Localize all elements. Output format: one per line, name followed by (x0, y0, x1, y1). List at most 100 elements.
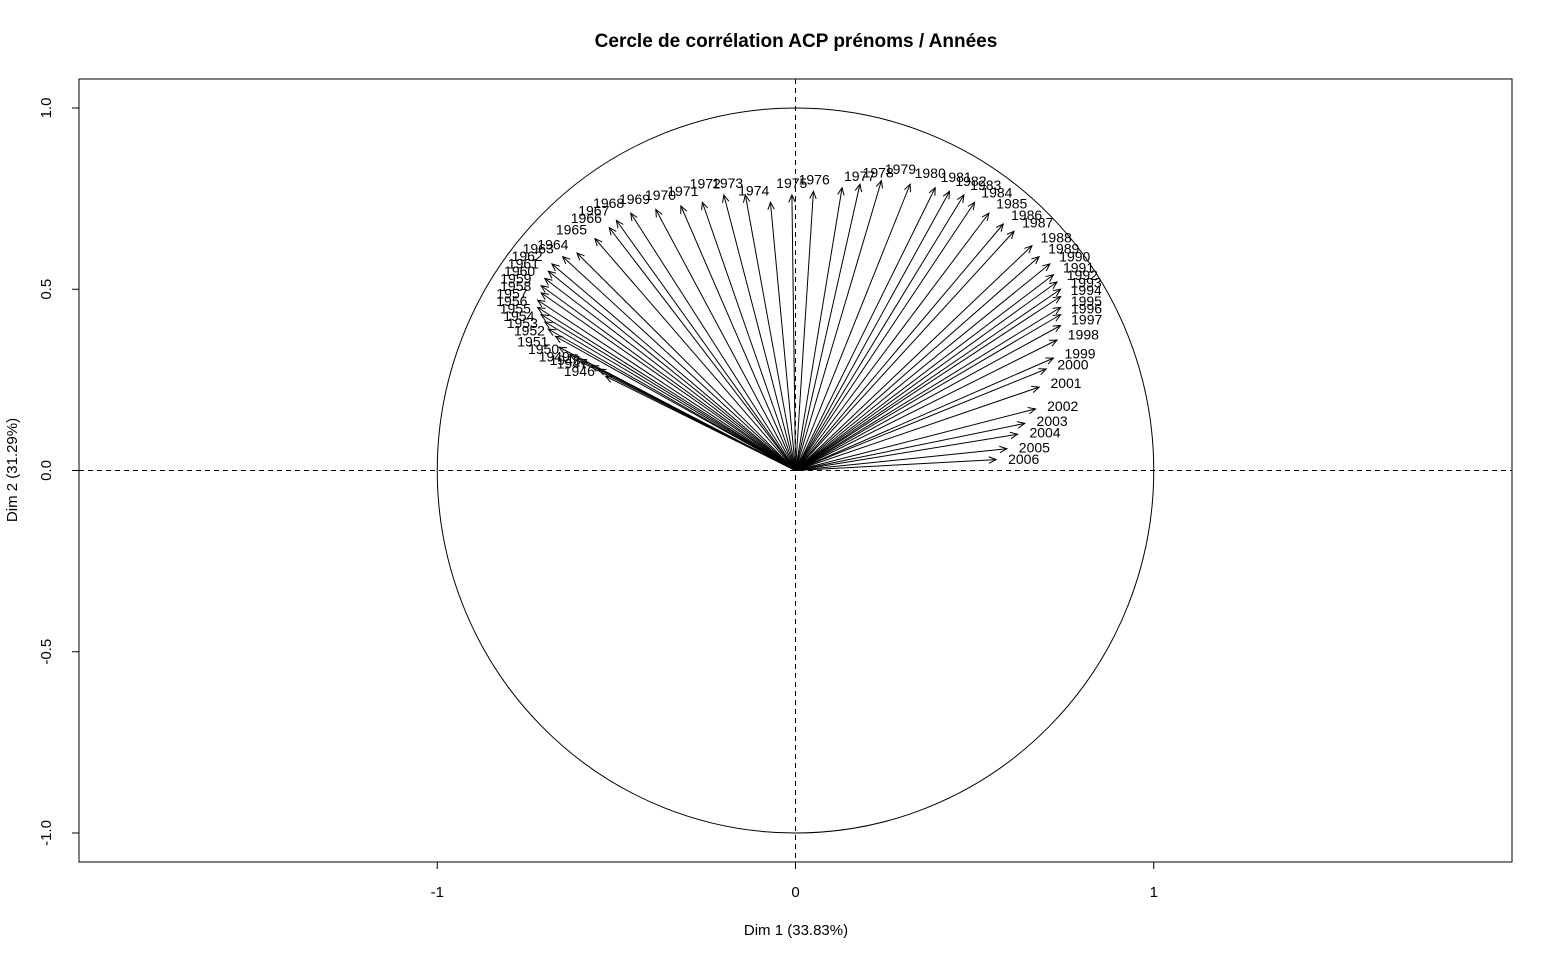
vector-shaft (795, 184, 861, 471)
vector-label-1965: 1965 (556, 221, 587, 237)
vector-arrowhead (1027, 407, 1037, 415)
vector-label-1963: 1963 (523, 241, 554, 257)
unit-circle (436, 107, 1155, 834)
vector-arrow-1962 (550, 263, 796, 471)
vector-shaft (795, 230, 1015, 471)
vector-arrowhead (1006, 230, 1015, 240)
vector-arrowhead (1024, 244, 1033, 254)
vector-label-1981: 1981 (941, 169, 972, 185)
vector-shaft (576, 252, 796, 471)
vector-shaft (795, 314, 1061, 471)
vector-arrowhead (608, 226, 617, 236)
vector-arrow-1961 (547, 270, 796, 471)
vector-arrowhead (579, 361, 589, 369)
vector-label-1995: 1995 (1071, 293, 1102, 309)
vector-arrowhead (554, 335, 564, 344)
vector-arrowhead (1052, 314, 1062, 322)
vector-shaft (795, 201, 976, 471)
vector-arrowhead (630, 212, 638, 222)
vector-label-1989: 1989 (1048, 241, 1079, 257)
vector-label-1982: 1982 (955, 173, 986, 189)
vector-arrow-1953 (547, 328, 796, 471)
vector-label-1979: 1979 (885, 161, 916, 177)
vector-arrow-1992 (795, 281, 1059, 471)
vector-label-1947: 1947 (557, 356, 588, 372)
vector-arrow-2001 (795, 385, 1041, 471)
vector-arrowhead (655, 208, 663, 218)
vector-label-1953: 1953 (507, 315, 538, 331)
vector-arrowhead (550, 263, 560, 272)
vector-label-1967: 1967 (578, 203, 609, 219)
vector-label-1950: 1950 (528, 341, 559, 357)
vector-shaft (608, 227, 796, 471)
vector-arrow-1958 (540, 292, 796, 471)
vector-label-1955: 1955 (500, 300, 531, 316)
x-tick-label: 1 (1150, 884, 1158, 901)
vector-arrow-1999 (795, 357, 1055, 471)
vector-arrowhead (742, 193, 751, 203)
y-axis-label: Dim 2 (31.29%) (4, 418, 21, 522)
vector-arrowhead (540, 284, 550, 293)
vector-arrow-1973 (742, 193, 796, 471)
vector-arrow-1970 (680, 204, 796, 471)
vector-label-2006: 2006 (1008, 451, 1039, 467)
vector-label-1978: 1978 (863, 164, 894, 180)
vector-arrow-1981 (795, 186, 936, 471)
vector-shaft (795, 223, 1004, 471)
vector-arrow-1951 (557, 346, 796, 471)
vector-arrow-1968 (630, 212, 796, 471)
vector-shaft (795, 183, 911, 471)
vector-shaft (551, 263, 796, 471)
vector-label-1986: 1986 (1011, 207, 1042, 223)
vector-arrowhead (557, 346, 568, 354)
vector-shaft (562, 256, 796, 471)
vector-label-1946: 1946 (564, 363, 595, 379)
vector-arrowhead (1049, 339, 1059, 347)
vector-arrowhead (536, 299, 546, 308)
vector-label-1974: 1974 (738, 182, 769, 198)
vector-label-2004: 2004 (1029, 424, 1060, 440)
vector-arrowhead (1045, 357, 1055, 365)
vector-arrowhead (615, 219, 624, 229)
vector-arrow-1955 (540, 313, 796, 471)
vector-label-1975: 1975 (776, 175, 807, 191)
vector-shaft (594, 238, 796, 471)
vector-arrowhead (604, 375, 614, 383)
vector-shaft (791, 194, 796, 471)
y-tick-label: 0.0 (38, 460, 55, 481)
vector-label-1952: 1952 (514, 323, 545, 339)
vector-arrow-1974 (767, 201, 796, 471)
vector-shaft (795, 194, 965, 471)
vector-label-1988: 1988 (1041, 229, 1072, 245)
vector-shaft (540, 285, 796, 471)
vector-arrowhead (1052, 324, 1062, 333)
vector-shaft (795, 191, 814, 471)
vector-label-1956: 1956 (496, 293, 527, 309)
vector-label-1961: 1961 (508, 256, 539, 272)
vector-label-2002: 2002 (1047, 398, 1078, 414)
chart-title: Cercle de corrélation ACP prénoms / Anné… (595, 31, 998, 52)
vector-arrow-1957 (536, 299, 796, 471)
vector-arrow-1993 (795, 288, 1062, 471)
vector-label-2000: 2000 (1057, 356, 1088, 372)
vector-arrowhead (680, 204, 688, 214)
vector-arrowhead (568, 353, 578, 362)
x-tick-label: -1 (431, 884, 444, 901)
vector-arrow-2002 (795, 407, 1037, 471)
vector-shaft (540, 292, 796, 471)
y-tick-label: -0.5 (38, 639, 55, 665)
vector-shaft (795, 191, 950, 471)
x-axis-label: Dim 1 (33.83%) (744, 922, 848, 939)
vector-arrow-1969 (655, 208, 796, 471)
vector-arrowhead (1049, 281, 1059, 290)
vector-shaft (548, 328, 796, 471)
vector-arrow-1983 (795, 193, 965, 471)
vector-arrow-1996 (795, 314, 1062, 471)
vector-shaft (795, 433, 1018, 471)
vector-arrow-1985 (795, 212, 990, 471)
vector-arrow-1975 (788, 193, 796, 471)
y-tick-label: -1.0 (38, 820, 55, 846)
vector-arrowhead (1009, 431, 1019, 440)
vector-arrowhead (594, 237, 603, 247)
